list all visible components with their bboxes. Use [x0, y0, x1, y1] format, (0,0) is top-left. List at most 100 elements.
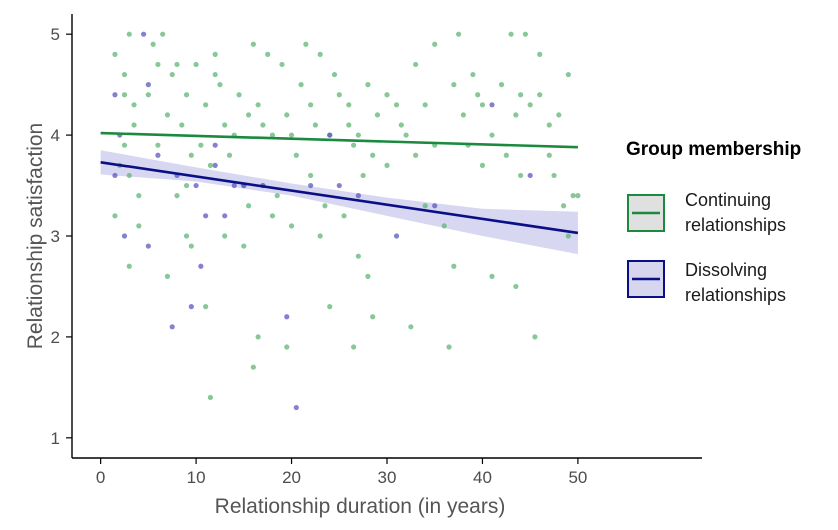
point-dissolving-24 — [355, 193, 361, 199]
point-continuing-60 — [384, 92, 390, 98]
point-continuing-77 — [518, 172, 524, 179]
point-continuing-6 — [126, 172, 132, 179]
fit-line-continuing — [100, 131, 578, 149]
legend: Group membership Continuing relationship… — [626, 139, 801, 305]
point-continuing-4 — [131, 102, 137, 108]
point-continuing-3 — [126, 31, 132, 37]
point-continuing-28 — [226, 152, 233, 158]
point-continuing-75 — [508, 31, 514, 37]
point-dissolving-8 — [169, 324, 175, 330]
point-continuing-1 — [121, 92, 128, 98]
point-dissolving-7 — [155, 152, 161, 158]
point-continuing-133 — [565, 233, 571, 239]
point-continuing-106 — [422, 203, 428, 209]
point-continuing-107 — [451, 263, 457, 269]
point-continuing-33 — [250, 41, 256, 47]
point-continuing-84 — [560, 203, 567, 209]
x-tick-label-40: 40 — [473, 468, 492, 487]
point-continuing-95 — [370, 314, 376, 320]
point-continuing-57 — [365, 82, 371, 88]
point-continuing-62 — [403, 132, 409, 138]
point-continuing-126 — [288, 223, 295, 229]
point-dissolving-23 — [336, 182, 342, 189]
point-dissolving-19 — [284, 314, 290, 320]
point-continuing-7 — [126, 263, 132, 269]
confidence-bands — [100, 150, 578, 255]
point-continuing-92 — [284, 344, 290, 350]
point-continuing-53 — [346, 102, 352, 108]
point-continuing-122 — [121, 142, 128, 148]
point-continuing-120 — [546, 152, 552, 158]
point-continuing-86 — [570, 193, 576, 199]
point-continuing-61 — [393, 102, 400, 108]
point-continuing-102 — [241, 243, 247, 249]
point-continuing-91 — [250, 364, 256, 370]
point-continuing-8 — [136, 223, 142, 229]
point-continuing-93 — [327, 304, 333, 310]
point-dissolving-20 — [293, 404, 299, 411]
point-dissolving-25 — [393, 233, 400, 239]
point-continuing-123 — [136, 193, 142, 199]
point-continuing-65 — [432, 41, 438, 47]
point-continuing-78 — [522, 31, 529, 37]
point-continuing-17 — [183, 92, 190, 98]
point-continuing-73 — [498, 82, 505, 88]
point-continuing-82 — [551, 172, 557, 179]
x-tick-label-20: 20 — [282, 468, 301, 487]
point-continuing-18 — [188, 152, 194, 158]
point-continuing-81 — [546, 122, 552, 128]
point-continuing-54 — [350, 142, 357, 148]
point-dissolving-5 — [121, 233, 128, 239]
point-continuing-98 — [532, 334, 538, 340]
point-continuing-127 — [317, 233, 323, 239]
point-continuing-16 — [179, 122, 185, 128]
point-continuing-0 — [112, 51, 118, 57]
point-continuing-85 — [565, 71, 571, 78]
point-dissolving-10 — [188, 304, 194, 310]
point-continuing-51 — [336, 92, 342, 98]
point-continuing-27 — [222, 122, 228, 128]
point-continuing-10 — [150, 41, 156, 47]
point-continuing-79 — [527, 102, 533, 108]
point-continuing-76 — [513, 112, 519, 118]
point-continuing-23 — [203, 102, 209, 108]
point-continuing-125 — [260, 122, 266, 128]
point-dissolving-4 — [112, 172, 118, 179]
point-dissolving-1 — [112, 92, 118, 98]
point-continuing-42 — [293, 152, 299, 158]
point-continuing-128 — [365, 273, 371, 279]
point-continuing-12 — [160, 31, 166, 37]
point-continuing-124 — [174, 193, 180, 199]
point-continuing-66 — [441, 223, 447, 229]
point-continuing-83 — [556, 112, 562, 118]
point-dissolving-0 — [140, 31, 147, 37]
point-continuing-41 — [288, 132, 295, 138]
point-continuing-34 — [255, 102, 261, 108]
point-continuing-101 — [222, 233, 228, 239]
point-dissolving-21 — [308, 182, 314, 189]
y-tick-label-1: 1 — [51, 429, 60, 448]
point-continuing-47 — [317, 51, 323, 57]
point-dissolving-27 — [489, 102, 495, 108]
point-continuing-99 — [164, 273, 171, 279]
point-continuing-105 — [384, 162, 390, 168]
y-axis-ticks: 1 2 3 4 5 — [51, 25, 72, 448]
point-continuing-68 — [460, 112, 466, 118]
point-continuing-90 — [255, 334, 261, 340]
y-tick-label-5: 5 — [51, 25, 60, 44]
legend-label-dissolving-line2: relationships — [685, 285, 786, 305]
y-tick-label-2: 2 — [51, 328, 60, 347]
point-continuing-64 — [422, 102, 428, 108]
point-continuing-129 — [413, 152, 419, 158]
legend-label-continuing-line1: Continuing — [685, 190, 771, 210]
point-dissolving-12 — [198, 263, 204, 269]
point-continuing-72 — [489, 132, 495, 138]
point-continuing-26 — [217, 82, 223, 88]
point-continuing-108 — [489, 273, 495, 279]
point-continuing-15 — [174, 61, 180, 68]
data-points — [112, 31, 581, 411]
point-continuing-36 — [265, 51, 271, 57]
point-continuing-43 — [298, 82, 304, 88]
point-continuing-39 — [279, 61, 285, 68]
point-continuing-19 — [193, 61, 199, 68]
